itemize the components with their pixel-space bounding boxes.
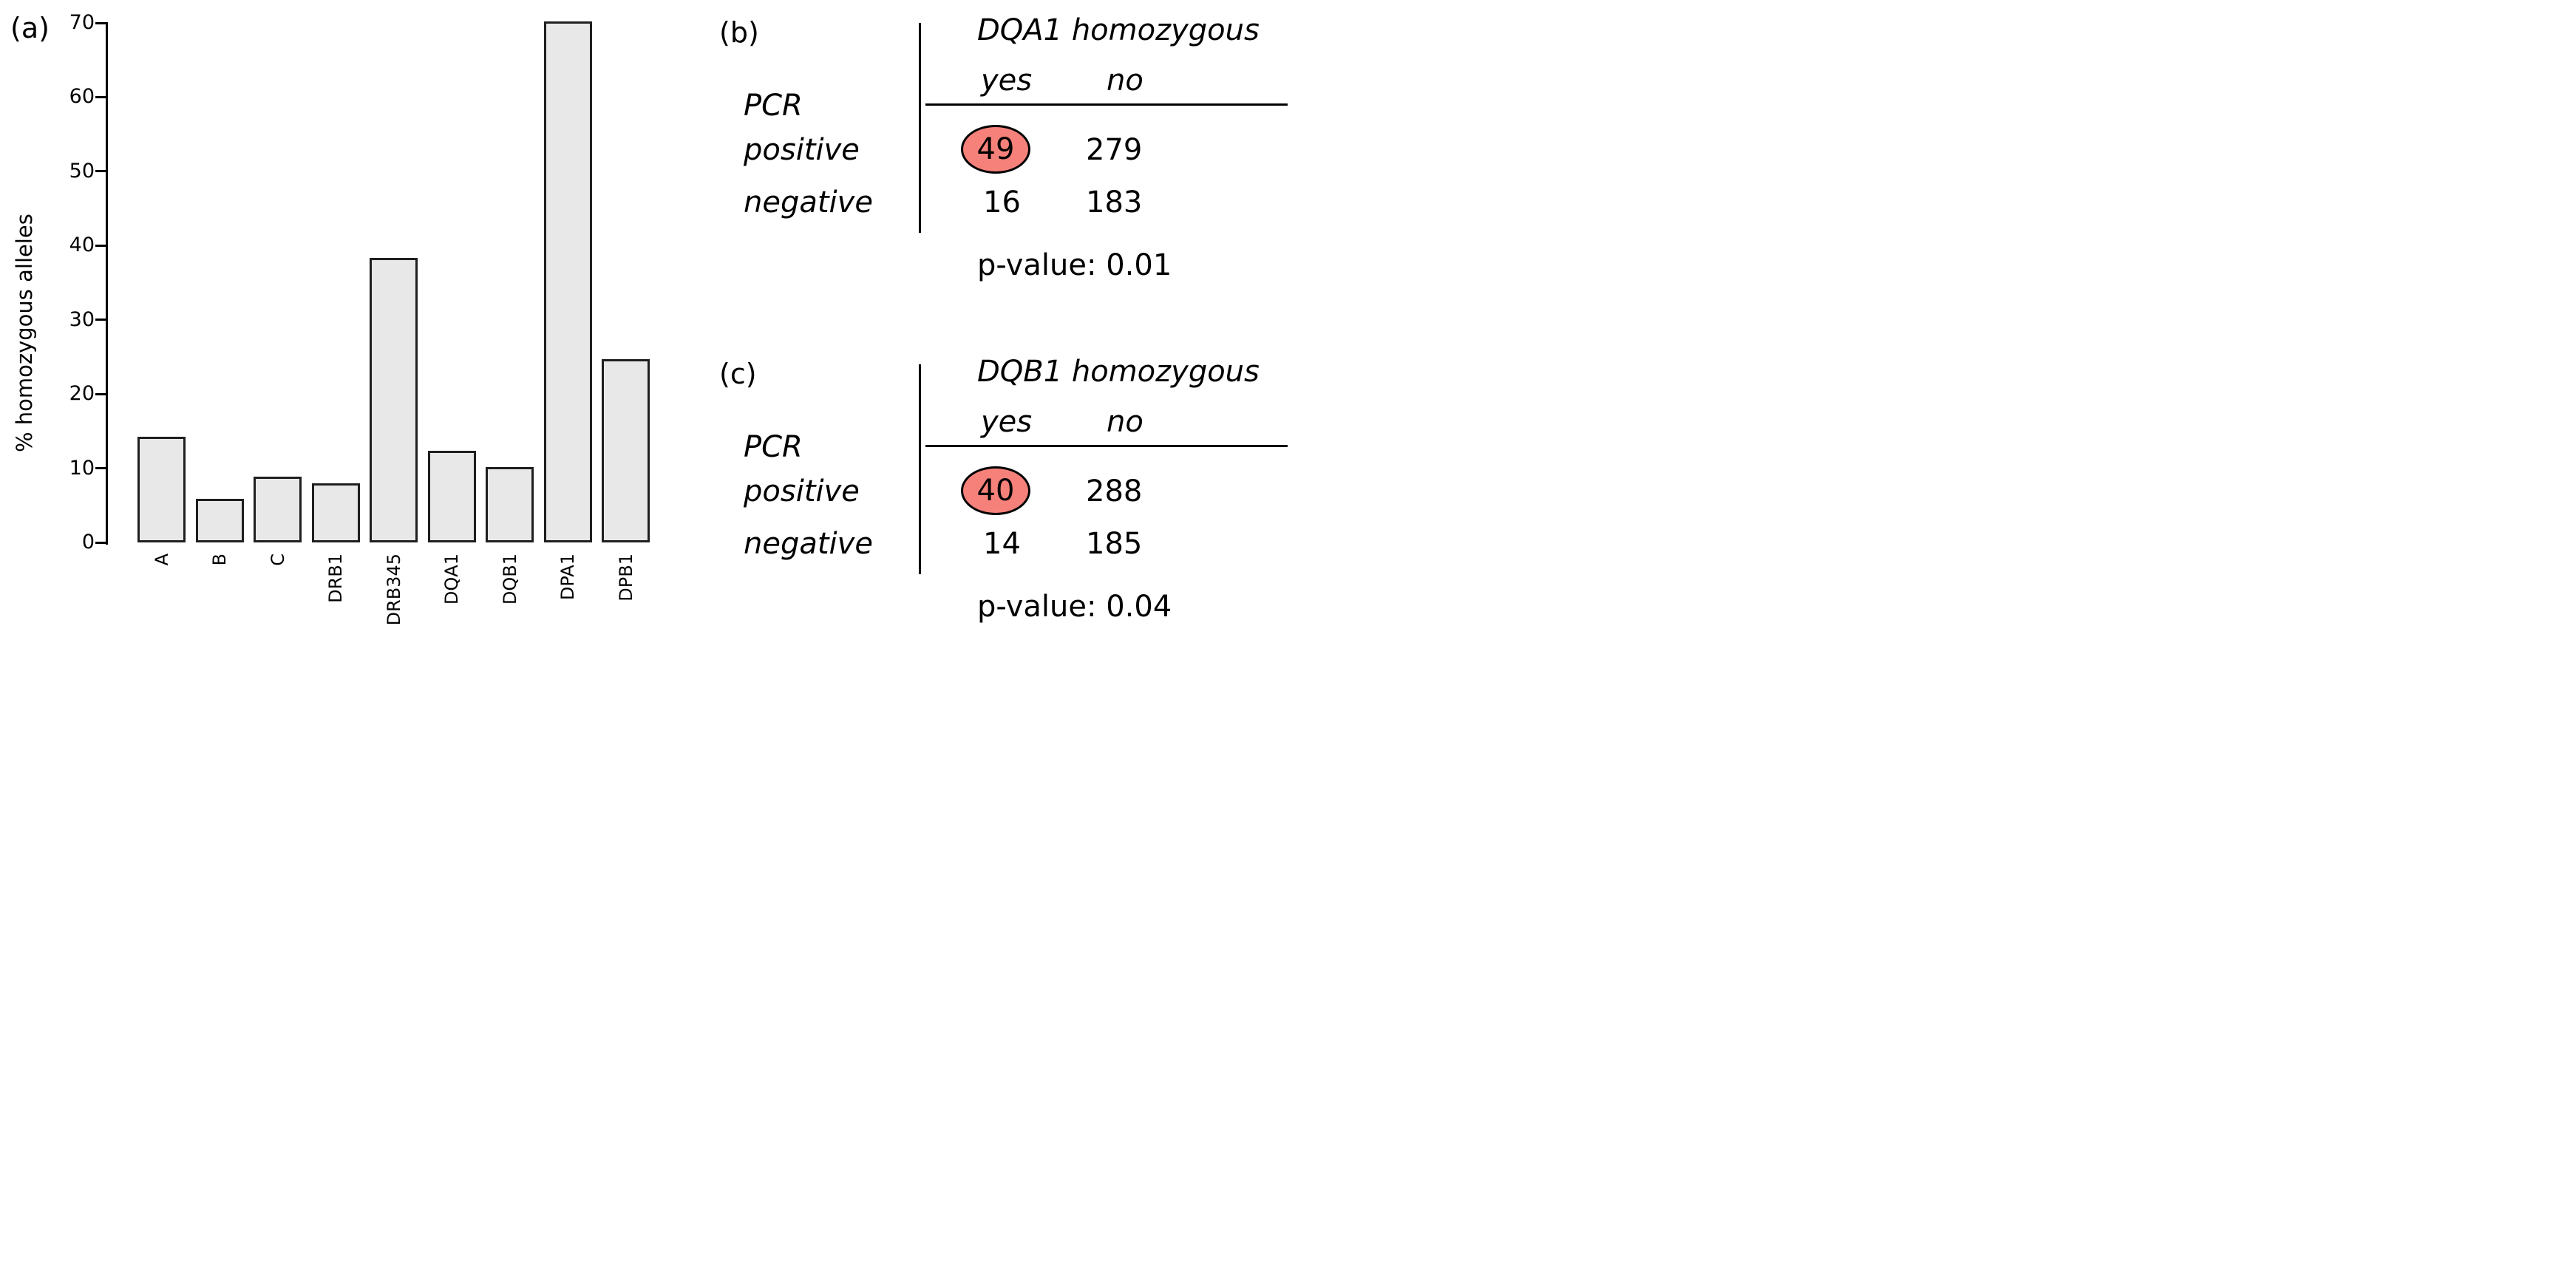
panel-c-horizontal-rule (925, 445, 1288, 447)
panel-c-row-group: PCR (744, 430, 803, 464)
panel-b-label: (b) (719, 16, 759, 49)
panel-b-cell-negative-yes: 16 (983, 185, 1021, 219)
panel-b-horizontal-rule (925, 103, 1288, 106)
y-axis-line (106, 22, 108, 545)
panel-c-highlight-ellipse: 40 (961, 466, 1030, 515)
y-tick (95, 95, 106, 98)
panel-b-title: DQA1 homozygous (977, 13, 1260, 47)
panel-b-vertical-rule (919, 23, 921, 233)
figure: (a) % homozygous alleles 0 10 20 30 40 50 60 70… (0, 0, 1288, 638)
bar-b (195, 498, 244, 542)
y-tick-label: 20 (69, 382, 95, 406)
y-tick-label: 30 (69, 307, 95, 331)
y-tick-label: 60 (69, 85, 95, 109)
y-tick-label: 70 (69, 11, 95, 34)
panel-c-label: (c) (719, 358, 757, 390)
panel-c-p-value: p-value: 0.04 (977, 590, 1172, 624)
panel-c-cell-positive-yes: 40 (976, 474, 1015, 508)
bar-dqa1 (427, 451, 476, 542)
y-tick (95, 170, 106, 173)
panel-b: (b) DQA1 homozygous yes no PCR positive … (0, 0, 1288, 318)
panel-c: (c) DQB1 homozygous yes no PCR positive … (0, 341, 1288, 638)
y-tick (95, 21, 106, 24)
panel-a-label: (a) (10, 12, 50, 44)
bar-drb1 (311, 483, 360, 542)
panel-b-highlight-ellipse: 49 (961, 125, 1030, 174)
bar-dqb1 (486, 466, 534, 542)
panel-b-row-positive: positive (744, 133, 860, 167)
panel-c-cell-negative-yes: 14 (983, 527, 1021, 561)
panel-c-vertical-rule (919, 364, 921, 574)
panel-c-col-no: no (1107, 405, 1143, 439)
y-tick (95, 244, 106, 247)
y-tick-label: 10 (69, 456, 95, 480)
y-tick (95, 467, 106, 470)
y-tick (95, 541, 106, 544)
bar-drb345 (370, 258, 418, 542)
y-tick (95, 319, 106, 321)
bar-dpa1 (543, 21, 592, 542)
y-tick-label: 0 (81, 531, 95, 554)
panel-c-cell-positive-no: 288 (1086, 474, 1143, 508)
panel-b-col-yes: yes (981, 64, 1033, 98)
panel-b-cell-positive-yes: 49 (976, 132, 1015, 166)
bar-dpb1 (602, 358, 650, 542)
y-tick (95, 392, 106, 395)
panel-c-row-negative: negative (744, 527, 873, 561)
panel-c-cell-negative-no: 185 (1086, 527, 1143, 561)
panel-b-row-negative: negative (744, 185, 873, 219)
y-tick-label: 40 (69, 234, 95, 257)
panel-b-p-value: p-value: 0.01 (977, 248, 1172, 282)
panel-b-cell-negative-no: 183 (1086, 185, 1143, 219)
bar-c (254, 476, 302, 542)
panel-b-cell-positive-no: 279 (1086, 133, 1143, 167)
panel-b-row-group: PCR (744, 89, 803, 123)
panel-c-row-positive: positive (744, 474, 860, 508)
bar-a (137, 437, 186, 542)
panel-b-col-no: no (1107, 64, 1143, 98)
panel-c-col-yes: yes (981, 405, 1033, 439)
y-tick-label: 50 (69, 159, 95, 183)
panel-c-title: DQB1 homozygous (977, 355, 1260, 389)
